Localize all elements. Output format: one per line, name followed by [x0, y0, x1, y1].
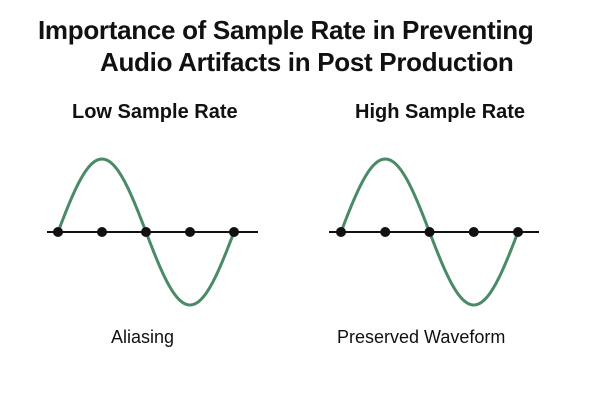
- high-rate-sample-point: [336, 227, 346, 237]
- aliasing-caption: Aliasing: [111, 327, 175, 347]
- high-rate-sample-point: [380, 227, 391, 237]
- high-sample-rate-panel: [329, 157, 539, 307]
- low-rate-sample-point: [185, 227, 195, 237]
- low-sample-rate-panel: [47, 157, 258, 307]
- low-rate-sample-points: [53, 227, 239, 237]
- high-rate-sample-points: [336, 227, 523, 237]
- low-rate-sample-point: [97, 227, 107, 237]
- low-rate-sample-point: [141, 227, 151, 237]
- high-rate-sample-point: [424, 227, 435, 237]
- high-rate-sample-point: [468, 227, 479, 237]
- title-line-1: Importance of Sample Rate in Preventing: [38, 15, 534, 45]
- preserved-waveform-caption: Preserved Waveform: [337, 327, 506, 347]
- high-sample-rate-heading: High Sample Rate: [355, 101, 526, 123]
- high-rate-sample-point: [513, 227, 523, 237]
- title-line-2: Audio Artifacts in Post Production: [100, 47, 514, 77]
- low-rate-sample-point: [229, 227, 239, 237]
- low-sample-rate-heading: Low Sample Rate: [72, 101, 238, 123]
- high-rate-waveform: [339, 157, 520, 307]
- low-rate-waveform: [56, 157, 236, 307]
- diagram-title: Importance of Sample Rate in Preventing …: [0, 14, 600, 78]
- low-rate-sample-point: [53, 227, 63, 237]
